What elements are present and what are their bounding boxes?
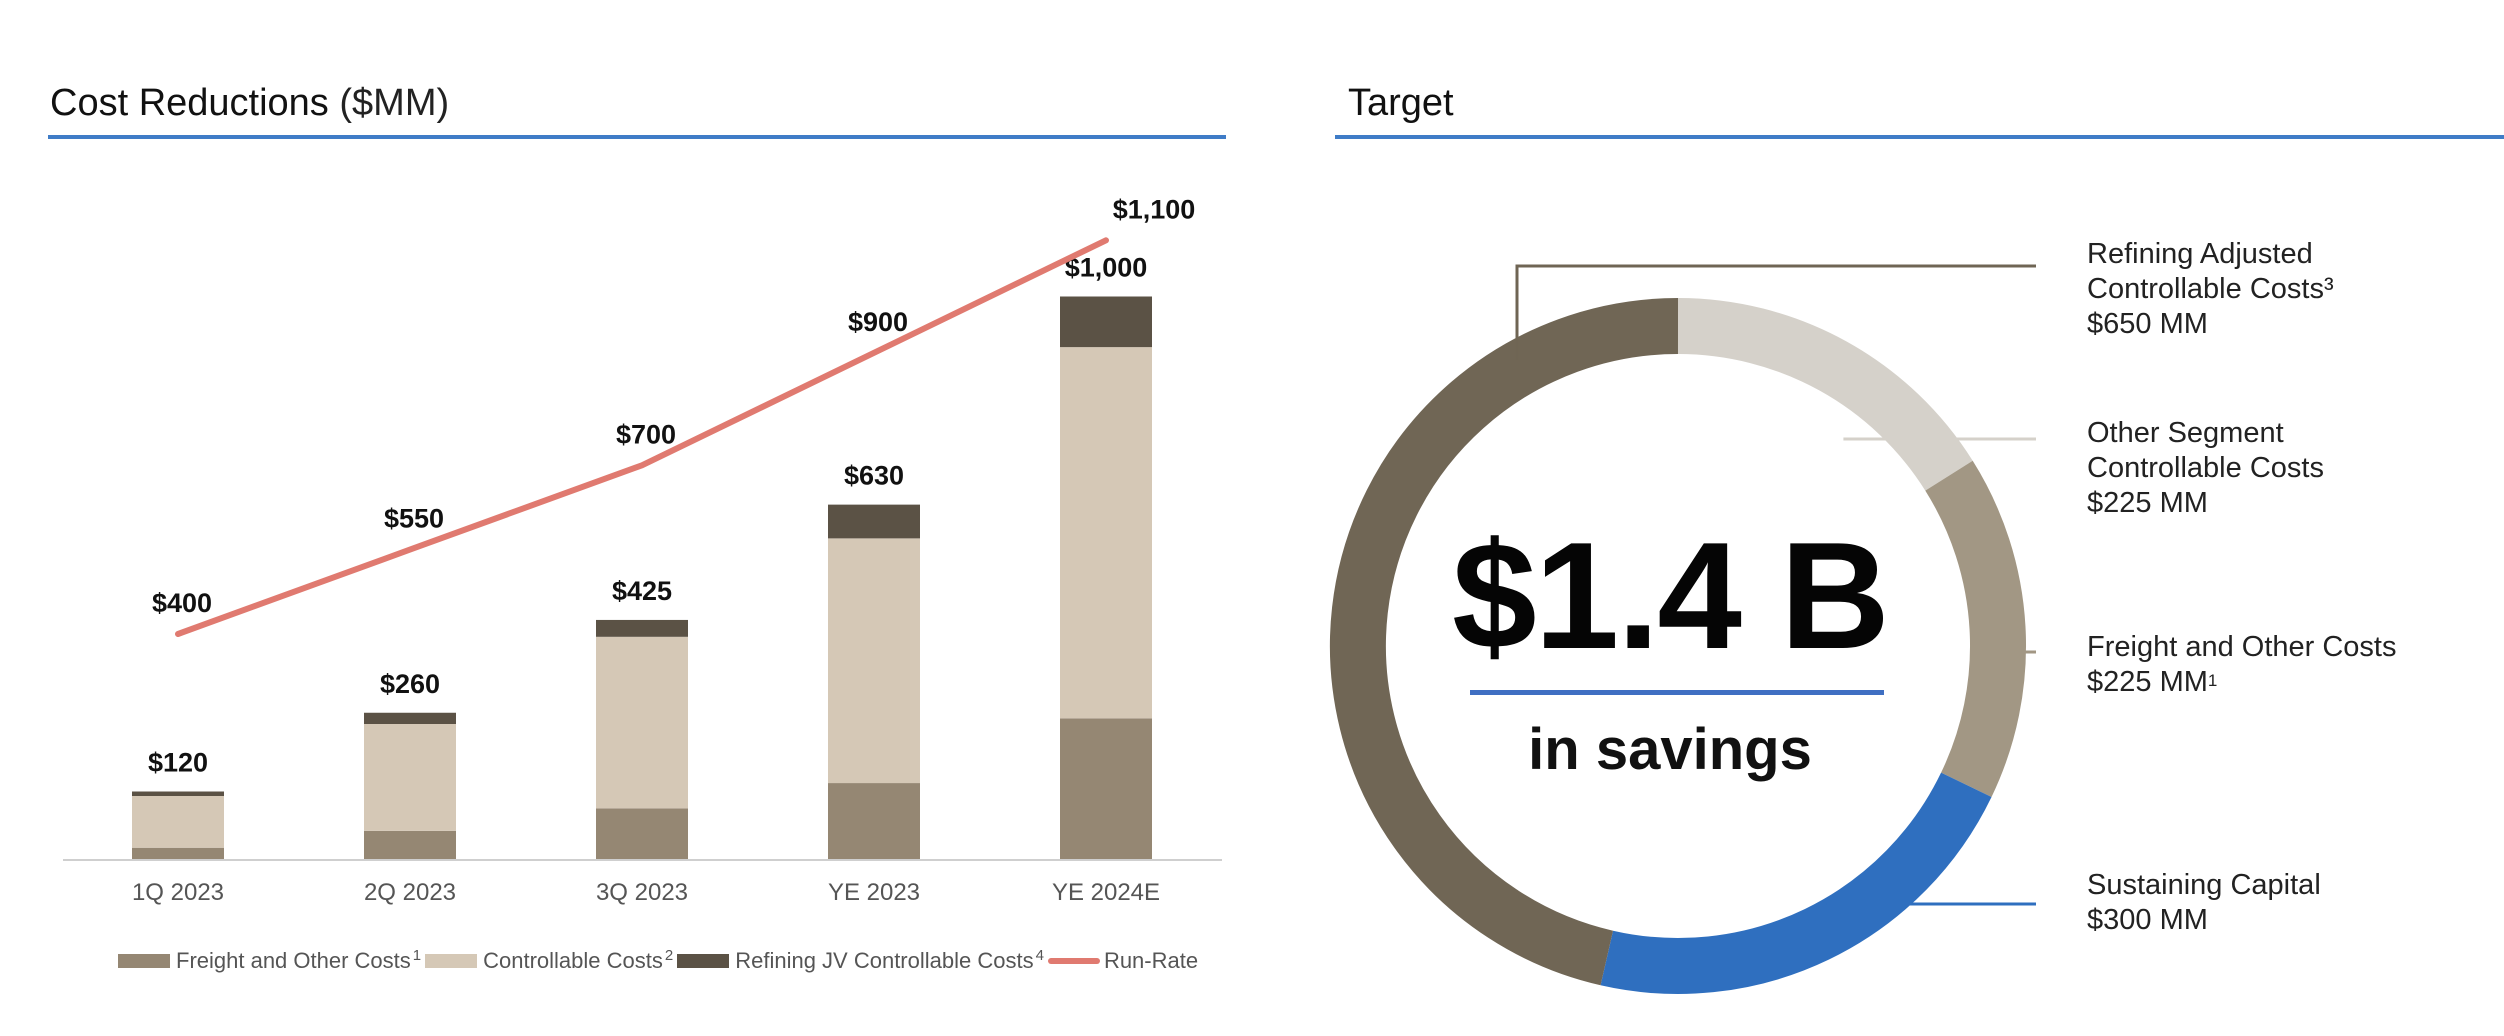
bar-segment-controllable-0: [132, 796, 224, 848]
callout-other-line-3: $225 MM: [2087, 487, 2208, 519]
legend-label-controllable: Controllable Costs: [483, 948, 663, 973]
donut-center-subtext: in savings: [1528, 717, 1812, 782]
run-rate-label-1: $550: [384, 504, 444, 534]
cost-reductions-unit: ($MM): [339, 82, 450, 124]
callout-freight-line-2-wrap: $225 MM1: [2087, 665, 2396, 700]
chart-legend: Freight and Other Costs 1 Controllable C…: [118, 946, 1199, 974]
bar-segment-freight-2: [596, 808, 688, 859]
legend-sup-freight: 1: [412, 946, 422, 964]
x-tick-label-0: 1Q 2023: [132, 879, 224, 906]
bar-segment-refining-jv-1: [364, 712, 456, 724]
callout-refining-line-3: $650 MM: [2087, 308, 2208, 340]
callout-sustaining-line-2: $300 MM: [2087, 904, 2208, 936]
donut-center-value: $1.4 B: [1452, 511, 1890, 681]
callout-freight-sup: 1: [2207, 671, 2218, 690]
bar-segment-freight-1: [364, 830, 456, 859]
x-tick-label-2: 3Q 2023: [596, 879, 688, 906]
callout-refining-adjusted: Refining Adjusted Controllable Costs³ $6…: [2087, 237, 2334, 342]
bar-total-label-0: $120: [148, 748, 208, 778]
cost-reductions-title: Cost Reductions ($MM): [50, 82, 449, 125]
bar-segment-controllable-3: [828, 538, 920, 784]
target-title: Target: [1348, 82, 1454, 124]
x-tick-label-1: 2Q 2023: [364, 879, 456, 906]
bar-segment-refining-jv-3: [828, 504, 920, 539]
legend-swatch-refining-jv: [677, 954, 730, 968]
callout-sustaining-capital: Sustaining Capital $300 MM: [2087, 868, 2321, 938]
legend-item-controllable: Controllable Costs 2: [425, 946, 677, 974]
bar-total-label-2: $425: [612, 576, 672, 606]
bar-total-label-1: $260: [380, 669, 440, 699]
x-tick-label-4: YE 2024E: [1052, 879, 1160, 906]
donut-slice-freight: [1925, 460, 2026, 797]
bar-segment-freight-3: [828, 783, 920, 859]
donut-slice-refining-adjusted: [1329, 298, 1679, 986]
bar-segment-refining-jv-0: [132, 791, 224, 796]
legend-sup-controllable: 2: [664, 946, 674, 964]
legend-swatch-run-rate: [1047, 958, 1100, 964]
callout-freight-line-2: $225 MM: [2087, 666, 2208, 698]
donut-slice-sustaining-capital: [1600, 772, 1992, 994]
cost-reductions-chart: $120 1Q 2023 $260 2Q 2023 $425 3Q 2023 $630 YE …: [63, 194, 1222, 906]
callout-sustaining-line-1: Sustaining Capital: [2087, 869, 2321, 901]
legend-label-run-rate: Run-Rate: [1103, 948, 1199, 973]
right-title-rule: [1335, 135, 2504, 139]
callout-freight: Freight and Other Costs $225 MM1: [2087, 630, 2396, 700]
legend-item-run-rate: Run-Rate: [1047, 948, 1199, 974]
run-rate-label-3: $900: [848, 307, 908, 337]
run-rate-line: [175, 237, 1109, 637]
donut-center-rule: [1470, 690, 1884, 695]
bar-segment-refining-jv-2: [596, 619, 688, 637]
bar-total-label-3: $630: [844, 461, 904, 491]
bar-segment-freight-0: [132, 847, 224, 859]
legend-sup-refining-jv: 4: [1035, 946, 1044, 964]
legend-swatch-freight: [118, 954, 170, 968]
bar-segment-refining-jv-4: [1060, 296, 1152, 348]
legend-item-refining-jv: Refining JV Controllable Costs 4: [677, 946, 1048, 974]
cost-reductions-title-text: Cost Reductions: [50, 82, 329, 124]
bar-total-label-4: $1,000: [1065, 253, 1148, 283]
callout-freight-line-1: Freight and Other Costs: [2087, 631, 2397, 663]
x-tick-label-3: YE 2023: [828, 879, 920, 906]
left-title-rule: [48, 135, 1226, 139]
callout-other-segment: Other Segment Controllable Costs $225 MM: [2087, 416, 2324, 521]
legend-swatch-controllable: [425, 954, 478, 968]
bar-segment-controllable-4: [1060, 347, 1152, 719]
run-rate-label-2: $700: [616, 419, 676, 449]
legend-label-freight: Freight and Other Costs: [176, 948, 411, 973]
legend-item-freight: Freight and Other Costs 1: [118, 946, 425, 974]
callout-other-line-1: Other Segment: [2087, 417, 2284, 449]
donut-slice-other-segment: [1677, 298, 1973, 491]
callout-other-line-2: Controllable Costs: [2087, 452, 2324, 484]
callout-refining-line-2: Controllable Costs³: [2087, 273, 2334, 305]
bar-segment-freight-4: [1060, 718, 1152, 859]
bar-segment-controllable-2: [596, 636, 688, 809]
callout-leader-line-0: [1515, 264, 2036, 360]
callout-refining-line-1: Refining Adjusted: [2087, 238, 2313, 270]
run-rate-label-4: $1,100: [1113, 194, 1196, 224]
run-rate-label-0: $400: [152, 588, 212, 618]
bar-segment-controllable-1: [364, 724, 456, 831]
legend-label-refining-jv: Refining JV Controllable Costs: [735, 948, 1034, 973]
